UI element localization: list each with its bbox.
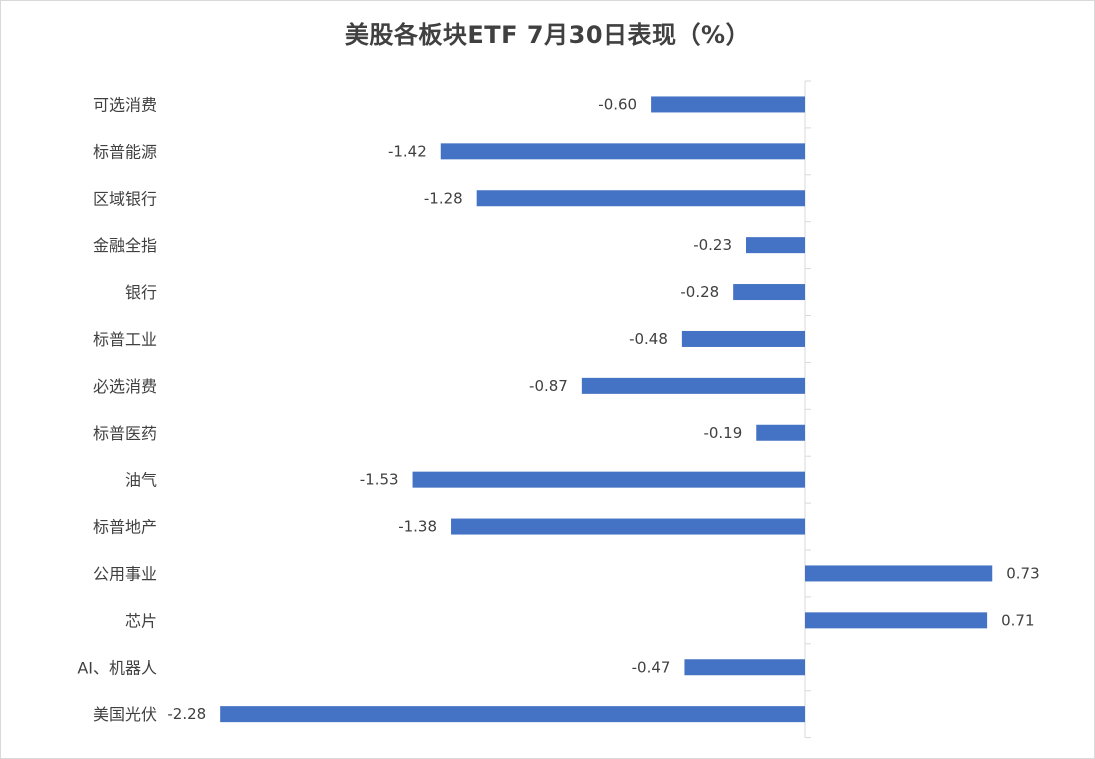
- category-label: 银行: [125, 283, 157, 302]
- data-label: -1.38: [398, 518, 437, 536]
- bar: [451, 518, 805, 535]
- data-label: 0.71: [1001, 611, 1034, 629]
- chart-title: 美股各板块ETF 7月30日表现（%）: [344, 21, 751, 49]
- data-label: -1.53: [360, 471, 399, 489]
- data-label: -0.60: [598, 95, 637, 113]
- bar: [756, 424, 805, 441]
- data-label: -2.28: [167, 705, 206, 723]
- bar: [440, 143, 805, 160]
- bar: [684, 659, 805, 676]
- category-label: 标普工业: [93, 330, 157, 349]
- bar: [805, 565, 993, 582]
- bar: [476, 190, 805, 207]
- bar: [746, 237, 805, 254]
- data-label: -0.48: [629, 330, 668, 348]
- bar: [733, 284, 805, 301]
- data-label: -0.87: [529, 377, 568, 395]
- category-label: 标普医药: [93, 424, 157, 443]
- category-label: 必选消费: [93, 377, 157, 396]
- category-label: 公用事业: [93, 564, 157, 583]
- data-label: -0.28: [680, 283, 719, 301]
- data-label: -0.47: [632, 658, 671, 676]
- bar: [805, 612, 988, 629]
- bar: [220, 706, 805, 723]
- category-label: 标普能源: [93, 142, 157, 161]
- data-label: -0.19: [703, 424, 742, 442]
- data-label: -0.23: [693, 236, 732, 254]
- category-label: 芯片: [125, 611, 157, 630]
- category-label: 区域银行: [93, 189, 157, 208]
- bar: [412, 471, 805, 488]
- bar: [581, 377, 805, 394]
- category-label: 油气: [125, 471, 157, 490]
- category-label: 美国光伏: [93, 705, 157, 724]
- data-label: 0.73: [1006, 564, 1039, 582]
- category-label: AI、机器人: [77, 658, 157, 677]
- data-label: -1.42: [388, 142, 427, 160]
- category-label: 金融全指: [93, 236, 157, 255]
- category-label: 可选消费: [93, 95, 157, 114]
- bar: [681, 330, 805, 347]
- bar: [651, 96, 805, 113]
- category-label: 标普地产: [93, 518, 157, 537]
- data-label: -1.28: [424, 189, 463, 207]
